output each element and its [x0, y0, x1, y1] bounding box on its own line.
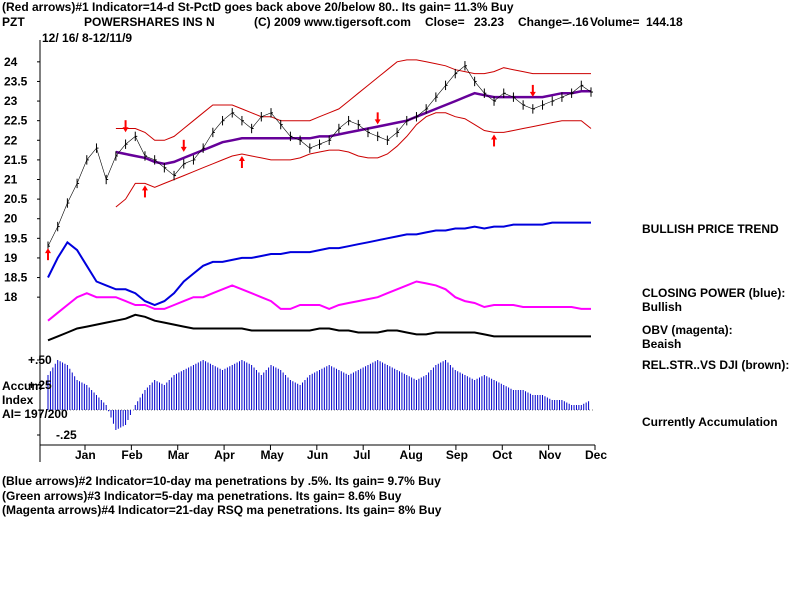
accum-tick-label: +.50: [28, 353, 52, 367]
ticker-symbol: PZT: [2, 15, 25, 29]
month-label: Apr: [214, 448, 235, 462]
chart-lines: [47, 59, 593, 342]
y-tick-label: 19: [4, 251, 18, 265]
upper-band-line: [115, 59, 591, 141]
volume-label: Volume=: [590, 15, 640, 29]
buy-arrow-head: [491, 134, 498, 140]
month-label: Sep: [446, 448, 468, 462]
sell-arrow-head: [529, 91, 536, 97]
y-tick-label: 20: [4, 212, 18, 226]
indicator-3-caption: (Green arrows)#3 Indicator=5-day ma pene…: [2, 489, 402, 503]
closing-power-line: [47, 221, 591, 307]
y-tick-label: 23.5: [4, 74, 28, 88]
month-label: Feb: [121, 448, 142, 462]
accum-tick-label: -.25: [56, 428, 77, 442]
month-label: Dec: [585, 448, 607, 462]
axis-labels: 24 23.5 23 22.5 22 21.5 21 20.5 20 19.5 19 18.5 18 +.…: [4, 55, 607, 462]
y-tick-label: 20.5: [4, 192, 28, 206]
obv-label: OBV (magenta):: [642, 323, 733, 337]
month-label: Aug: [400, 448, 423, 462]
month-label: Jun: [307, 448, 328, 462]
chart-axes: [37, 40, 596, 462]
month-label: Jan: [75, 448, 96, 462]
month-label: May: [260, 448, 284, 462]
accum-title-2: Index: [2, 393, 34, 407]
fund-name: POWERSHARES INS N: [84, 15, 215, 29]
indicator-2-caption: (Blue arrows)#2 Indicator=10-day ma pene…: [2, 474, 441, 488]
y-tick-label: 18: [4, 290, 18, 304]
month-label: Jul: [353, 448, 370, 462]
month-label: Mar: [168, 448, 190, 462]
change-label: Change=: [518, 15, 570, 29]
buy-arrow-head: [45, 248, 51, 254]
rel-str-label: REL.STR..VS DJI (brown):: [642, 358, 790, 372]
y-tick-label: 22.5: [4, 114, 28, 128]
accum-tick-label: +.25: [28, 378, 52, 392]
obv-line: [47, 280, 591, 322]
closing-power-label: CLOSING POWER (blue):: [642, 286, 786, 300]
closing-power-status: Bullish: [642, 300, 683, 314]
price-line: [47, 65, 592, 247]
month-label: Oct: [492, 448, 512, 462]
close-label: Close=: [425, 15, 465, 29]
rel-str-line: [47, 313, 591, 342]
obv-status: Beaish: [642, 337, 682, 351]
date-range: 12/ 16/ 8-12/11/9: [42, 31, 133, 45]
y-tick-label: 18.5: [4, 271, 28, 285]
accum-ai: AI= 197/200: [2, 407, 68, 421]
volume-value: 144.18: [646, 15, 683, 29]
moving-average-line: [115, 90, 591, 166]
accum-status: Currently Accumulation: [642, 415, 778, 429]
indicator-1-caption: (Red arrows)#1 Indicator=14-d St-PctD go…: [2, 0, 514, 14]
copyright: (C) 2009 www.tigersoft.com: [254, 15, 411, 29]
signal-arrows: [45, 84, 536, 261]
month-label: Nov: [539, 448, 562, 462]
change-value: -.16: [568, 15, 589, 29]
indicator-4-caption: (Magenta arrows)#4 Indicator=21-day RSQ …: [2, 503, 442, 517]
y-tick-label: 19.5: [4, 231, 28, 245]
lower-band-line: [115, 112, 592, 208]
sell-arrow-head: [122, 127, 129, 133]
y-tick-label: 21: [4, 173, 18, 187]
y-tick-label: 21.5: [4, 153, 28, 167]
buy-arrow-head: [238, 156, 245, 162]
close-value: 23.23: [474, 15, 505, 29]
y-tick-label: 22: [4, 133, 18, 147]
accum-bars: [47, 360, 590, 430]
buy-arrow-head: [141, 185, 148, 191]
y-tick-label: 23: [4, 94, 18, 108]
y-tick-label: 24: [4, 55, 18, 69]
sell-arrow-head: [374, 119, 381, 125]
accum-title-1: Accum: [2, 379, 43, 393]
trend-label: BULLISH PRICE TREND: [642, 222, 779, 236]
sell-arrow-head: [180, 146, 187, 152]
